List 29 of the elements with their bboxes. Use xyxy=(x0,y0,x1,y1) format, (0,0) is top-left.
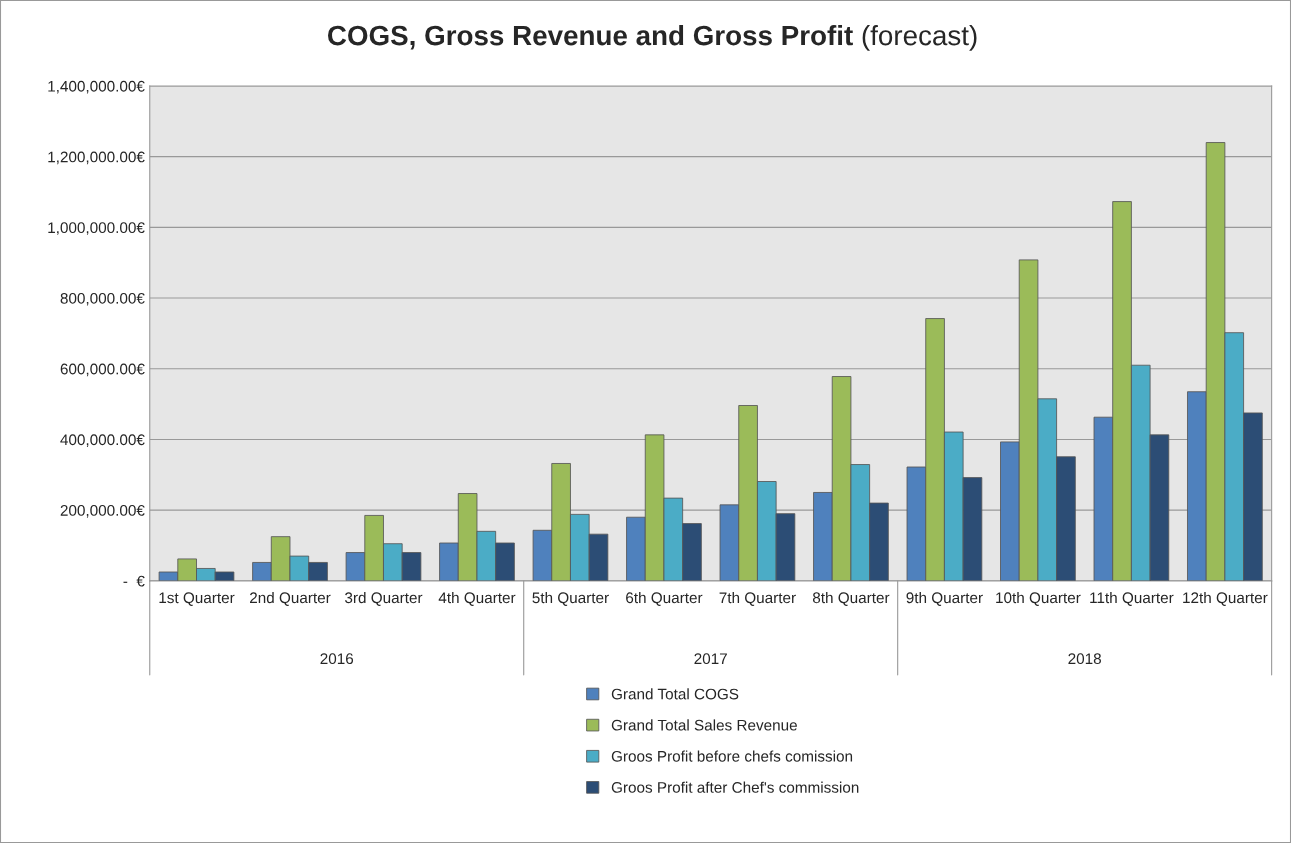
x-tick-label: 3rd Quarter xyxy=(345,591,423,606)
x-tick-label: 2nd Quarter xyxy=(250,591,331,606)
chart-subtitle: (forecast) xyxy=(862,24,977,51)
legend-label: Grand Total COGS xyxy=(611,688,739,700)
legend-label: Grand Total Sales Revenue xyxy=(611,719,797,731)
x-tick-label: 7th Quarter xyxy=(719,591,796,606)
x-tick-label: 6th Quarter xyxy=(626,591,703,606)
y-tick-label: 400,000.00€ xyxy=(60,434,145,447)
text: 2018 xyxy=(1068,653,1101,665)
y-tick-label: - € xyxy=(123,575,145,587)
y-tick-label: 800,000.00€ xyxy=(60,292,145,306)
x-tick-label: 8th Quarter xyxy=(812,591,890,606)
y-tick-label: 200,000.00€ xyxy=(60,505,145,518)
legend-label: Groos Profit after Chef's commission xyxy=(611,781,859,793)
y-tick-label: 1,000,000.00€ xyxy=(48,222,145,235)
text: 2016 xyxy=(320,653,354,665)
x-tick-label: 1st Quarter xyxy=(159,592,235,606)
x-tick-label: 10th Quarter xyxy=(996,591,1081,606)
legend-label: Groos Profit before chefs comission xyxy=(611,750,853,762)
x-tick-label: 11th Quarter xyxy=(1090,591,1174,606)
x-tick-label: 5th Quarter xyxy=(532,591,609,606)
chart-title: COGS, Gross Revenue and Gross Profit xyxy=(328,24,853,50)
x-tick-label: 12th Quarter xyxy=(1183,591,1268,606)
y-tick-label: 600,000.00€ xyxy=(60,363,145,377)
x-tick-label: 9th Quarter xyxy=(906,591,983,606)
y-tick-label: 1,200,000.00€ xyxy=(48,151,145,165)
y-tick-label: 1,400,000.00€ xyxy=(48,80,145,94)
x-tick-label: 4th Quarter xyxy=(438,591,516,606)
text: 2017 xyxy=(694,653,727,665)
